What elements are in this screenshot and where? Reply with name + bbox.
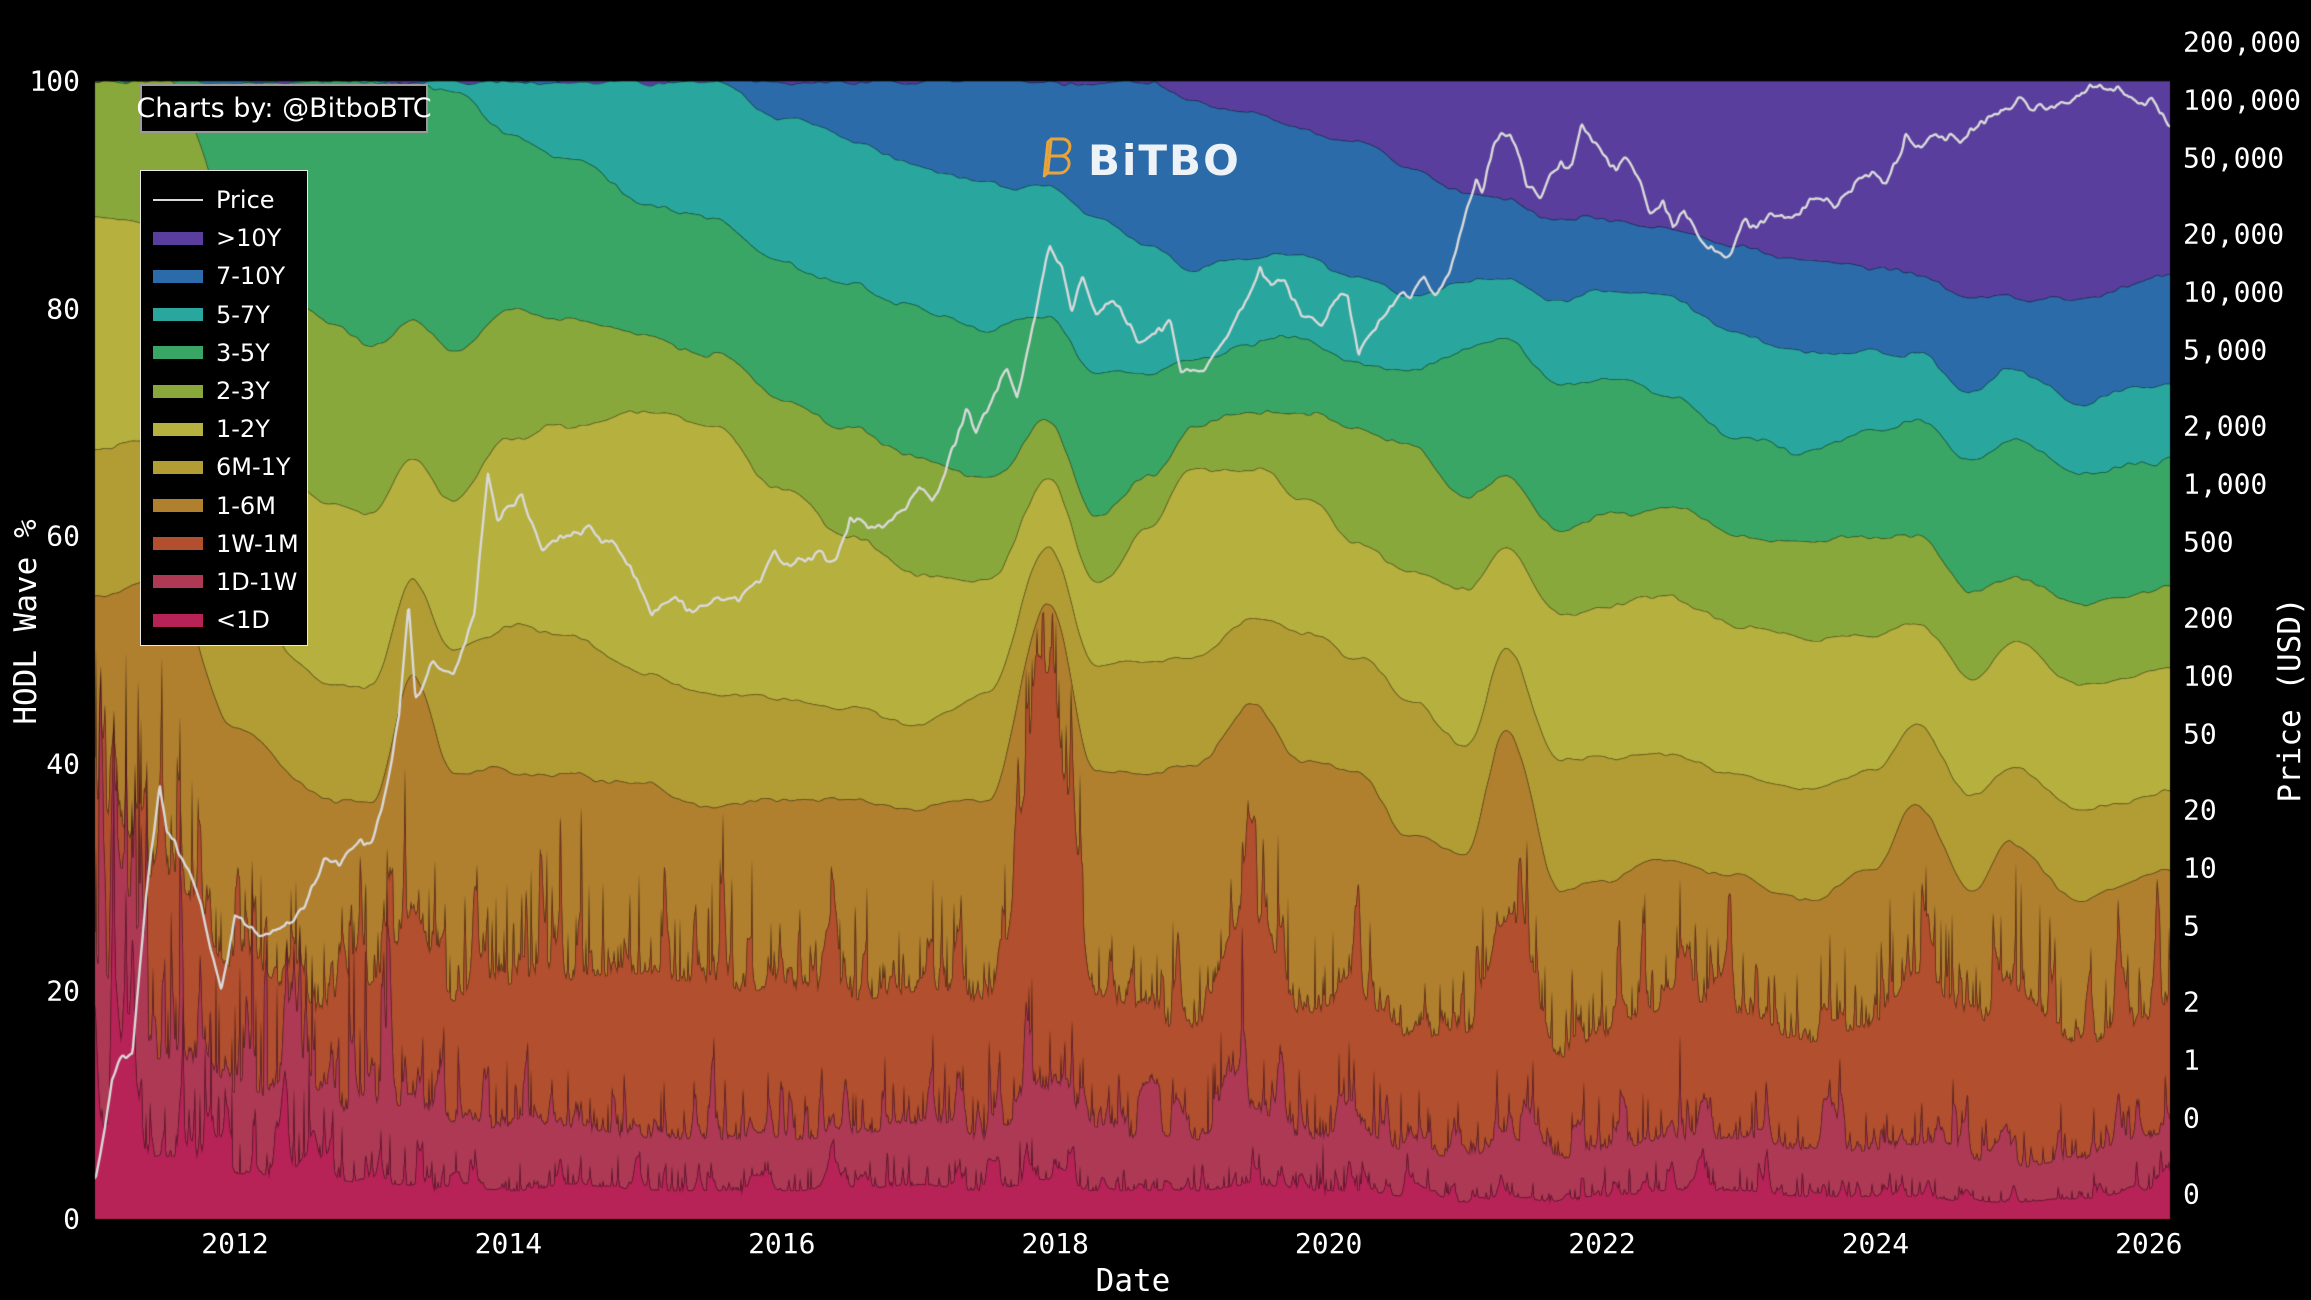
right-axis-tick-label: 50,000: [2183, 141, 2285, 175]
right-axis-tick-label: 100,000: [2183, 83, 2302, 117]
right-axis-tick-label: 1: [2183, 1043, 2200, 1077]
legend-item-label: 7-10Y: [216, 262, 286, 291]
legend-item-label: 1W-1M: [216, 529, 299, 558]
right-axis-tick-label: 100: [2183, 659, 2234, 693]
legend: Price >10Y 7-10Y 5-7Y 3-5Y 2-3Y 1-2Y 6M-1Y 1-6M 1…: [140, 170, 308, 646]
x-axis-tick-label: 2014: [474, 1227, 543, 1260]
right-axis-tick-label: 0: [2183, 1177, 2200, 1211]
legend-item: <1D: [153, 601, 307, 639]
left-axis-tick-label: 0: [63, 1202, 80, 1236]
bitcoin-b-icon: [1039, 134, 1078, 186]
legend-item: Price: [153, 181, 307, 219]
right-axis-tick-label: 10: [2183, 851, 2217, 885]
legend-item-label: 5-7Y: [216, 300, 270, 329]
legend-item: 1-6M: [153, 487, 307, 525]
right-axis-tick-label: 20,000: [2183, 217, 2285, 251]
legend-item-label: 6M-1Y: [216, 453, 291, 482]
right-axis-tick-label: 200,000: [2183, 25, 2302, 59]
legend-item-label: >10Y: [216, 224, 282, 253]
legend-item: 1D-1W: [153, 563, 307, 601]
legend-item-label: <1D: [216, 606, 270, 635]
legend-price-line-sample: [153, 199, 203, 202]
left-axis-tick-label: 80: [46, 292, 80, 326]
legend-item: 1-2Y: [153, 410, 307, 448]
legend-color-swatch: [153, 460, 203, 474]
legend-color-swatch: [153, 346, 203, 360]
right-axis-tick-label: 5,000: [2183, 333, 2268, 367]
x-axis-tick-label: 2018: [1021, 1227, 1089, 1260]
legend-color-swatch: [153, 269, 203, 283]
legend-item: >10Y: [153, 219, 307, 257]
x-axis-title: Date: [1095, 1263, 1171, 1299]
left-axis-tick-label: 100: [29, 64, 80, 98]
left-axis-tick-label: 40: [46, 747, 80, 781]
legend-color-swatch: [153, 308, 203, 322]
legend-color-swatch: [153, 537, 203, 551]
right-axis-tick-label: 50: [2183, 717, 2217, 751]
right-axis-tick-label: 10,000: [2183, 275, 2285, 309]
left-axis-title: HODL Wave %: [8, 519, 44, 725]
attribution-text: Charts by: @BitboBTC: [136, 93, 432, 124]
x-axis-tick-label: 2022: [1568, 1227, 1636, 1260]
legend-item-label: 1D-1W: [216, 567, 298, 596]
bitbo-logo-text: BiTBO: [1088, 135, 1241, 185]
legend-item-label: 1-6M: [216, 491, 276, 520]
right-axis-tick-label: 1,000: [2183, 467, 2268, 501]
legend-item-label: 3-5Y: [216, 338, 270, 367]
x-axis-tick-label: 2016: [748, 1227, 816, 1260]
x-axis-tick-label: 2024: [1841, 1227, 1910, 1260]
right-axis-tick-label: 2,000: [2183, 409, 2268, 443]
legend-item-label: 1-2Y: [216, 415, 270, 444]
legend-item: 6M-1Y: [153, 448, 307, 486]
right-axis-tick-label: 200: [2183, 601, 2234, 635]
legend-item-label: 2-3Y: [216, 377, 270, 406]
legend-color-swatch: [153, 499, 203, 513]
legend-item: 2-3Y: [153, 372, 307, 410]
legend-color-swatch: [153, 613, 203, 627]
right-axis-tick-label: 500: [2183, 525, 2234, 559]
right-axis-tick-label: 5: [2183, 909, 2200, 943]
right-axis-tick-label: 20: [2183, 793, 2217, 827]
x-axis-tick-label: 2026: [2115, 1227, 2183, 1260]
legend-item: 7-10Y: [153, 257, 307, 295]
left-axis-tick-label: 20: [46, 974, 80, 1008]
right-axis-title: Price (USD): [2272, 597, 2308, 803]
legend-item: 1W-1M: [153, 525, 307, 563]
attribution-badge: Charts by: @BitboBTC: [136, 84, 432, 133]
legend-color-swatch: [153, 231, 203, 245]
legend-item: 5-7Y: [153, 296, 307, 334]
right-axis-tick-label: 0: [2183, 1101, 2200, 1135]
legend-color-swatch: [153, 575, 203, 589]
x-axis-tick-label: 2012: [201, 1227, 269, 1260]
x-axis-tick-label: 2020: [1294, 1227, 1363, 1260]
legend-color-swatch: [153, 384, 203, 398]
bitbo-logo: BiTBO: [1042, 134, 1241, 186]
right-axis-tick-label: 2: [2183, 985, 2200, 1019]
left-axis-tick-label: 60: [46, 519, 80, 553]
legend-color-swatch: [153, 422, 203, 436]
legend-item-label: Price: [216, 186, 275, 215]
legend-item: 3-5Y: [153, 334, 307, 372]
